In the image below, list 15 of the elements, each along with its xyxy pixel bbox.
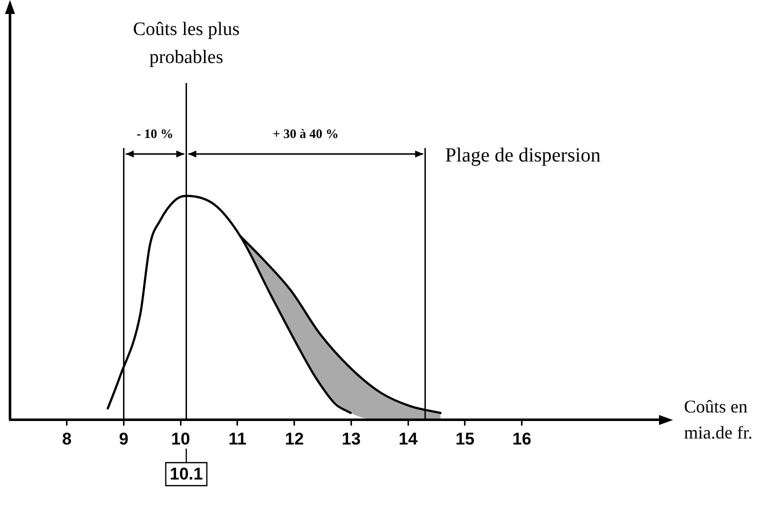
x-tick-label: 16 — [512, 429, 532, 448]
annotation: 10.1 — [170, 464, 203, 484]
x-tick-label: 8 — [62, 429, 72, 448]
x-tick-label: 10 — [171, 429, 190, 448]
x-tick-label: 14 — [398, 429, 418, 448]
x-tick-label: 9 — [119, 429, 128, 448]
text: - 10 % — [136, 126, 174, 141]
text: + 30 à 40 % — [272, 126, 339, 141]
x-tick-label: 12 — [284, 429, 304, 448]
x-axis-title: Coûts en mia.de fr. — [684, 396, 752, 442]
x-tick-label: 11 — [228, 429, 246, 448]
text: Plage de dispersion — [445, 144, 601, 166]
x-tick-label: 15 — [455, 429, 474, 448]
ref-line-label: Coûts les plus probables — [132, 19, 240, 68]
x-tick-label: 13 — [342, 429, 361, 448]
